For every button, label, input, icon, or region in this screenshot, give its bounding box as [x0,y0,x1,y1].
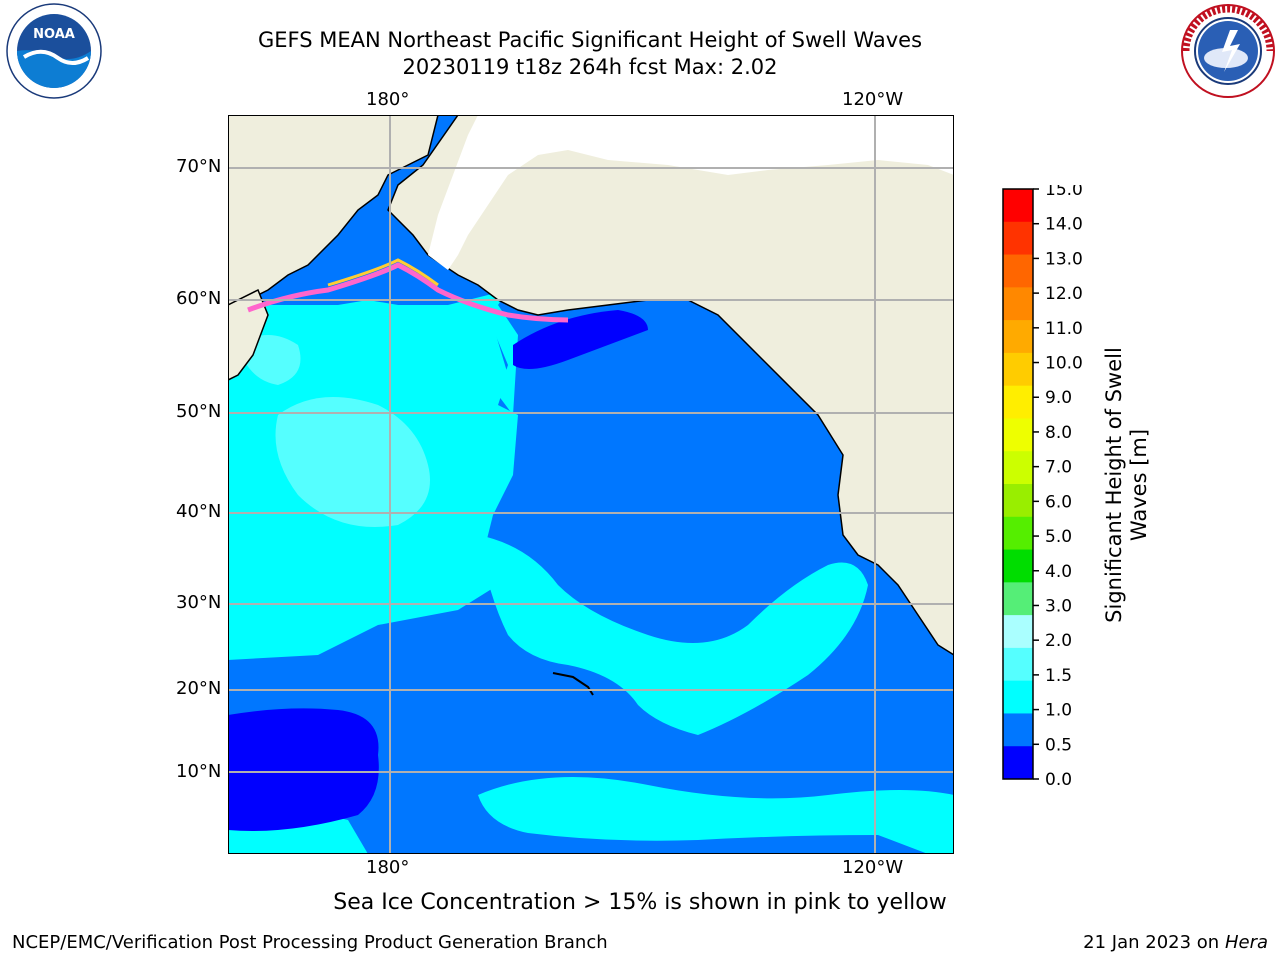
lat-label-40n: 40°N [176,501,222,522]
colorbar-tick-label: 2.0 [1045,631,1072,651]
noaa-logo: NOAA [6,3,102,99]
swell-region-low-west [228,708,379,831]
colorbar-swatch [1003,680,1033,714]
colorbar-swatch [1003,385,1033,419]
footer-date: 21 Jan 2023 on Hera [1083,932,1268,953]
colorbar-tick-label: 13.0 [1045,249,1083,269]
colorbar-swatch [1003,713,1033,747]
colorbar-swatch [1003,582,1033,616]
arctic-ocean [228,115,954,270]
colorbar-swatch [1003,320,1033,354]
colorbar-tick-label: 10.0 [1045,354,1083,374]
lon-label-top-180: 180° [366,89,410,110]
colorbar-tick-label: 4.0 [1045,562,1072,582]
colorbar-tick-label: 0.5 [1045,735,1072,755]
colorbar-tick-label: 8.0 [1045,423,1072,443]
colorbar-border [1002,188,1034,780]
swell-region-cyan-south [478,777,954,854]
swell-region-low-gulf [513,310,648,369]
colorbar-tick-label: 6.0 [1045,492,1072,512]
footer-machine: Hera [1224,932,1268,953]
colorbar-swatch [1003,647,1033,682]
colorbar-label-line2: Waves [m] [1127,428,1151,542]
colorbar-tick-label: 7.0 [1045,458,1072,478]
colorbar-tick-label: 1.0 [1045,701,1072,721]
lon-label-bottom-120w: 120°W [842,857,904,878]
colorbar-tick-label: 3.0 [1045,596,1072,616]
colorbar-swatch [1003,484,1033,518]
swell-region-cyan-north [228,290,518,415]
lat-label-10n: 10°N [176,761,222,782]
lon-label-bottom-180: 180° [366,857,410,878]
colorbar-swatch [1003,254,1033,288]
colorbar-swatch [1003,189,1033,223]
lat-label-70n: 70°N [176,156,222,177]
lat-label-50n: 50°N [176,401,222,422]
colorbar-tick-label: 11.0 [1045,319,1083,339]
colorbar-swatch [1003,221,1033,256]
sea-ice-edge-yellow [327,258,439,287]
colorbar-swatch [1003,615,1033,649]
gridlines [228,115,954,854]
lat-label-60n: 60°N [176,288,222,309]
colorbar-tick-label: 5.0 [1045,527,1072,547]
colorbar-swatch [1003,516,1033,551]
colorbar-tick-label: 12.0 [1045,284,1083,304]
colorbar-tick-label: 9.0 [1045,388,1072,408]
swell-region-cyan-central [478,535,868,735]
colorbar-tick-label: 1.5 [1045,666,1072,686]
chart-subtitle: 20230119 t18z 264h fcst Max: 2.02 [402,55,778,79]
lon-label-top-120w: 120°W [842,89,904,110]
colorbar-tick-label: 0.0 [1045,770,1072,790]
footer-credit: NCEP/EMC/Verification Post Processing Pr… [12,932,608,953]
nws-logo [1181,4,1275,98]
colorbar-swatch [1003,451,1033,485]
colorbar-tick-label: 14.0 [1045,215,1083,235]
colorbar-swatch [1003,418,1033,452]
colorbar-label: Significant Height of Swell Waves [m] [1102,325,1152,645]
land-kamchatka [228,288,269,381]
footer-date-text: 21 Jan 2023 on [1083,932,1220,953]
colorbar-label-line1: Significant Height of Swell [1102,347,1126,623]
sea-ice-note: Sea Ice Concentration > 15% is shown in … [333,890,947,915]
colorbar-swatch [1003,352,1033,387]
swell-region-light [275,397,430,527]
lat-label-20n: 20°N [176,678,222,699]
noaa-wordmark: NOAA [33,27,75,42]
colorbar-swatch [1003,549,1033,583]
sea-ice-edge [247,262,569,323]
chart-title: GEFS MEAN Northeast Pacific Significant … [257,28,923,52]
map-plot [228,115,954,854]
colorbar-tick-label: 15.0 [1045,185,1083,200]
lat-label-30n: 30°N [176,592,222,613]
colorbar-swatch [1003,287,1033,321]
colorbar: 15.0 14.0 13.0 12.0 11.0 10.0 9.0 8.0 7.0 6.0 5.0 4… [1002,185,1083,790]
colorbar-swatch [1003,746,1033,780]
